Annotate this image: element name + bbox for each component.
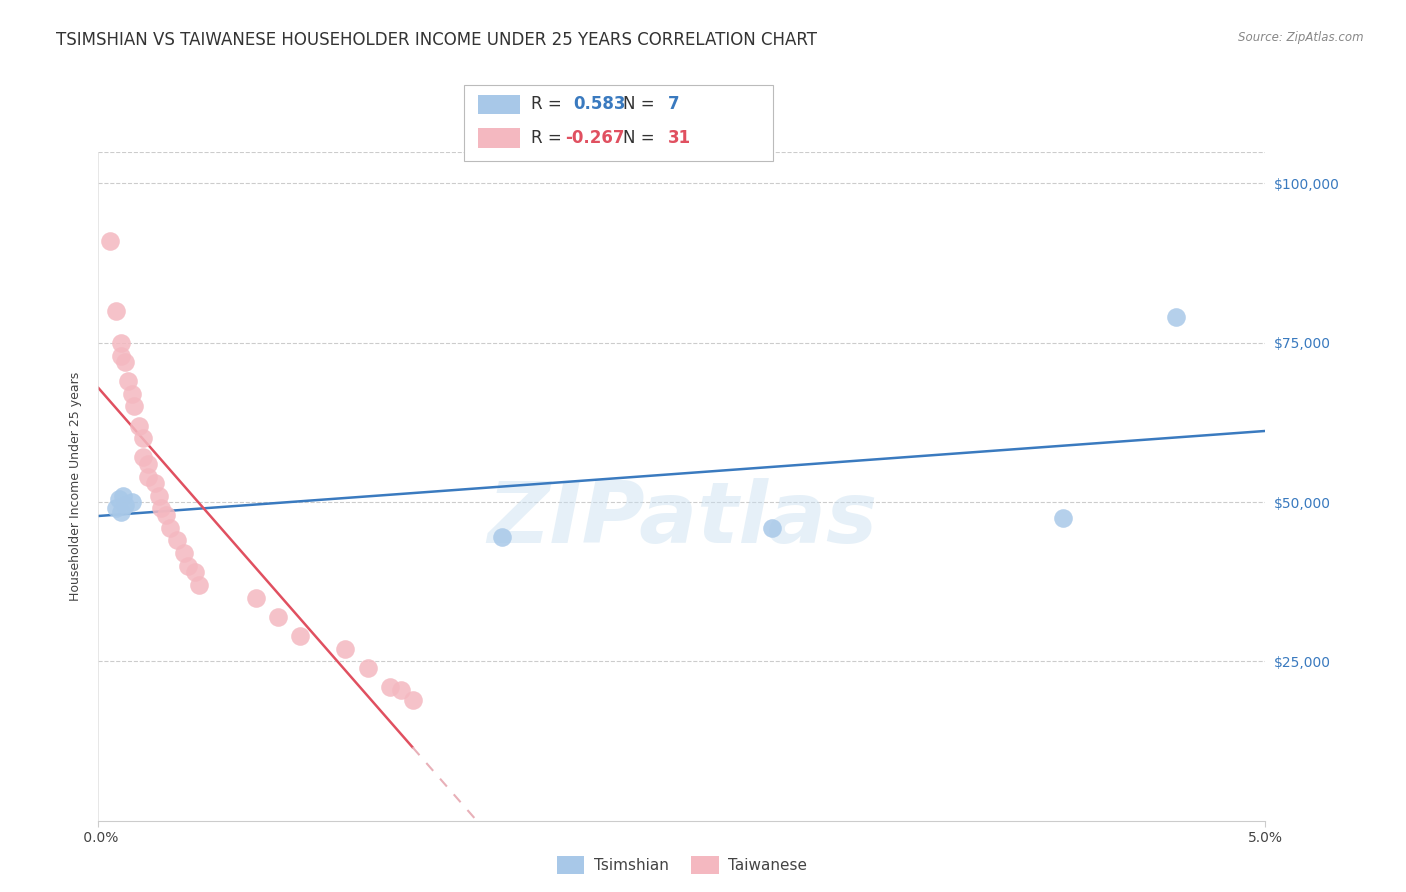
Point [128,418,150,433]
Point [290,629,312,643]
Point [1052,511,1074,525]
Text: 7: 7 [668,95,679,113]
Text: TSIMSHIAN VS TAIWANESE HOUSEHOLDER INCOME UNDER 25 YEARS CORRELATION CHART: TSIMSHIAN VS TAIWANESE HOUSEHOLDER INCOM… [56,31,817,49]
Point [357,661,380,675]
Point [132,431,155,445]
Point [401,692,423,706]
Point [121,495,143,509]
Point [761,520,783,534]
Point [491,530,513,544]
Point [177,558,200,573]
Point [150,501,173,516]
Point [124,400,146,414]
Point [117,374,139,388]
Point [245,591,267,605]
Point [114,498,136,512]
Legend: Tsimshian, Taiwanese: Tsimshian, Taiwanese [551,850,813,880]
Point [110,505,132,519]
Text: Source: ZipAtlas.com: Source: ZipAtlas.com [1239,31,1364,45]
Text: 0.583: 0.583 [574,95,626,113]
Point [188,578,211,592]
Point [121,386,143,401]
Point [166,533,188,548]
Point [105,304,128,318]
Point [184,565,207,579]
Text: N =: N = [623,95,659,113]
Point [110,349,132,363]
Point [136,457,159,471]
Text: ZIPatlas: ZIPatlas [486,478,877,561]
Point [98,234,121,248]
Point [155,508,177,522]
Y-axis label: Householder Income Under 25 years: Householder Income Under 25 years [69,371,83,601]
Point [107,491,129,506]
Point [389,683,412,698]
Point [132,450,155,465]
Point [378,680,402,694]
Point [267,609,290,624]
Point [143,475,166,490]
Point [159,520,181,534]
Text: N =: N = [623,129,659,147]
Point [148,489,170,503]
Point [1164,310,1187,325]
Text: R =: R = [531,95,568,113]
Point [335,641,357,656]
Point [173,546,195,560]
Text: -0.267: -0.267 [565,129,624,147]
Point [114,355,136,369]
Point [105,501,128,516]
Point [112,489,135,503]
Point [110,335,132,350]
Text: 31: 31 [668,129,690,147]
Text: R =: R = [531,129,568,147]
Point [136,469,159,483]
